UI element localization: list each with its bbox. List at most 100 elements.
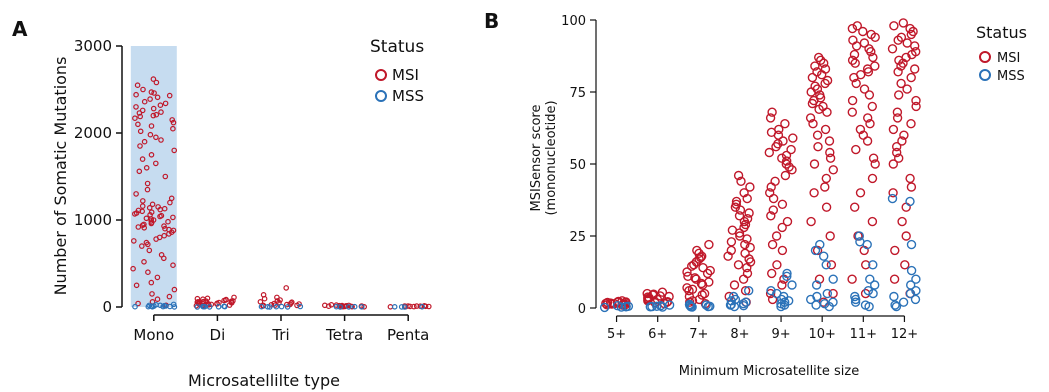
panel-a-point-msi xyxy=(139,203,146,209)
panel-a-point-msi xyxy=(146,247,153,254)
panel-b-point-msi xyxy=(851,41,862,51)
panel-a-point-msi xyxy=(133,104,139,110)
panel-a-y-tick-label: 0 xyxy=(102,298,112,316)
panel-a-point-msi xyxy=(170,125,176,132)
panel-b-point-msi xyxy=(684,286,694,296)
panel-b-point-msi xyxy=(867,216,878,227)
panel-b-point-msi xyxy=(742,234,752,244)
panel-b-point-msi xyxy=(889,21,899,31)
panel-b-point-msi xyxy=(813,141,823,152)
panel-a-point-msi xyxy=(139,156,146,162)
panel-b-legend-msi-marker xyxy=(979,51,991,63)
panel-b-point-mss xyxy=(811,280,822,290)
panel-b-point-mss xyxy=(911,274,921,284)
panel-b-y-tick-label: 25 xyxy=(569,230,586,245)
panel-a-point-msi xyxy=(148,279,155,286)
panel-b-point-msi xyxy=(764,147,774,158)
panel-b-point-mss xyxy=(890,300,900,310)
panel-b-point-mss xyxy=(738,301,749,311)
panel-b-point-msi xyxy=(828,165,838,175)
panel-a-point-msi xyxy=(162,173,169,180)
panel-b-point-msi xyxy=(820,78,830,89)
panel-a-point-mss xyxy=(284,304,291,310)
panel-b-point-msi xyxy=(868,52,878,63)
panel-b-point-mss xyxy=(854,231,864,241)
panel-b-point-msi xyxy=(892,147,902,158)
panel-a-point-mss xyxy=(401,304,408,310)
panel-b-point-msi xyxy=(888,188,898,198)
panel-b-point-msi xyxy=(847,107,857,117)
panel-b-point-msi xyxy=(805,113,816,123)
panel-b-point-msi xyxy=(824,136,835,146)
panel-b-point-msi xyxy=(910,64,920,74)
panel-b-y-axis-title-group: MSISensor score (mononucleotide) xyxy=(529,100,559,215)
panel-b-point-msi xyxy=(770,176,780,187)
panel-a-point-msi xyxy=(166,231,172,237)
panel-a-point-msi xyxy=(137,128,144,135)
panel-b-point-msi xyxy=(847,23,858,34)
panel-a-x-tick-label: Penta xyxy=(387,326,429,344)
panel-a-legend-msi-label: MSI xyxy=(392,66,419,84)
panel-b-point-msi xyxy=(738,274,749,284)
panel-b-point-msi xyxy=(848,35,858,45)
panel-b-point-mss xyxy=(819,251,829,261)
panel-b-x-tick-label: 7+ xyxy=(689,327,708,342)
panel-a-point-msi xyxy=(141,258,147,265)
panel-b-point-msi xyxy=(888,124,899,135)
panel-b-y-tick-label: 50 xyxy=(569,158,586,173)
panel-b-x-tick-label: 5+ xyxy=(607,327,626,342)
panel-b-x-tick-label: 12+ xyxy=(891,327,918,342)
panel-b-point-msi xyxy=(889,274,900,284)
panel-b-point-msi xyxy=(902,38,912,48)
panel-b-point-msi xyxy=(907,49,917,60)
panel-b-point-msi xyxy=(910,41,920,51)
panel-a-point-msi xyxy=(146,205,153,211)
panel-b-point-msi xyxy=(851,144,861,155)
panel-b-point-msi xyxy=(901,202,911,212)
panel-a-point-msi xyxy=(277,297,283,303)
panel-b-point-msi xyxy=(735,205,746,215)
panel-b-point-mss xyxy=(645,302,655,312)
panel-b-point-msi xyxy=(807,98,818,109)
panel-a-point-msi xyxy=(171,147,178,154)
panel-a-point-mss xyxy=(258,303,265,310)
panel-b-point-msi xyxy=(906,182,917,192)
panel-b-point-msi xyxy=(768,205,778,215)
panel-a-point-msi xyxy=(411,303,417,310)
panel-b-y-tick-label: 100 xyxy=(561,14,586,29)
panel-b-point-msi xyxy=(777,245,788,256)
panel-b-x-tick-label: 6+ xyxy=(648,327,667,342)
panel-b-point-mss xyxy=(685,301,695,311)
panel-b-point-msi xyxy=(784,162,794,172)
panel-a-x-tick-label: Mono xyxy=(133,326,174,344)
panel-b-point-msi xyxy=(817,69,827,80)
panel-b-point-msi xyxy=(847,55,858,65)
panel-b-x-axis-title: Minimum Microsatellite size xyxy=(679,364,859,379)
mono-highlight-band xyxy=(130,46,177,307)
panel-a-point-msi xyxy=(161,232,168,239)
panel-b-point-msi xyxy=(780,118,790,129)
panel-b-point-msi xyxy=(905,173,915,184)
panel-b-point-msi xyxy=(780,170,791,181)
panel-a-point-msi xyxy=(154,274,161,281)
panel-a-point-msi xyxy=(170,214,176,221)
panel-a-point-msi xyxy=(134,82,141,89)
panel-a-point-msi xyxy=(257,298,264,305)
panel-a-point-msi xyxy=(148,152,155,158)
panel-a-point-msi xyxy=(141,138,148,145)
panel-a-point-msi xyxy=(221,297,227,304)
panel-a-point-msi xyxy=(283,285,290,291)
panel-a-point-mss xyxy=(215,303,222,310)
panel-a-point-msi xyxy=(153,134,159,141)
panel-b-y-axis-title: MSISensor score xyxy=(529,105,544,212)
panel-b-point-msi xyxy=(870,159,880,169)
panel-b-point-msi xyxy=(742,193,752,204)
panel-b-point-msi xyxy=(897,216,907,227)
panel-a-point-msi xyxy=(328,301,335,308)
panel-b-x-tick-label: 10+ xyxy=(808,327,835,342)
panel-b-point-msi xyxy=(859,38,870,48)
panel-b-point-msi xyxy=(766,211,776,221)
panel-b-point-msi xyxy=(894,90,904,100)
panel-b-point-msi xyxy=(906,72,916,83)
panel-b-point-msi xyxy=(852,21,862,31)
